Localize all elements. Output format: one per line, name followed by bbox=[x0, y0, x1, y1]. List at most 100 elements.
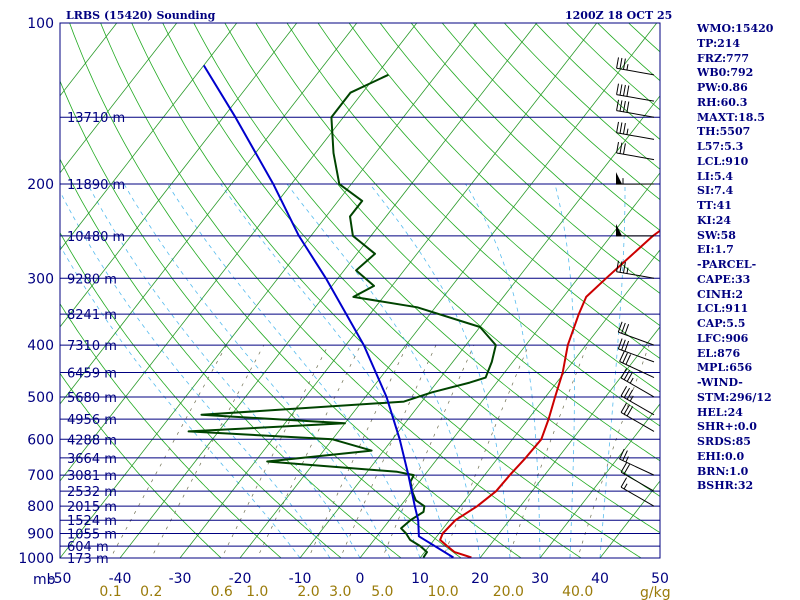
dry-adiabat-line bbox=[60, 231, 342, 558]
dry-adiabat-line bbox=[224, 23, 660, 462]
pressure-tick-label: 800 bbox=[27, 499, 54, 515]
dewpoint-trace bbox=[187, 73, 497, 558]
isotherm-line bbox=[60, 23, 178, 174]
wind-barb-feather bbox=[616, 260, 619, 272]
height-labels: 13710 m 11890 m 10480 m 9280 m 8241 m 7310 m 6… bbox=[67, 111, 125, 567]
wind-barb-feather bbox=[616, 83, 619, 95]
wind-barb-feather bbox=[622, 143, 626, 155]
pressure-tick-label: 400 bbox=[27, 338, 54, 354]
dry-adiabat-line bbox=[410, 23, 660, 263]
wind-barb-feather bbox=[620, 462, 628, 473]
wind-barb-half-feather bbox=[626, 267, 629, 274]
wind-barb-feather bbox=[622, 352, 628, 364]
temperature-tick-label: 10 bbox=[411, 571, 429, 587]
height-label: 13710 m bbox=[67, 111, 125, 126]
mixing-ratio-tick-label: 5.0 bbox=[371, 584, 393, 600]
pressure-tick-label: 700 bbox=[27, 468, 54, 484]
moist-adiabat-line bbox=[167, 183, 421, 558]
index-item: LCL:911 bbox=[697, 302, 749, 316]
wind-barb-feather bbox=[616, 121, 619, 133]
mixing-ratio-line bbox=[339, 344, 437, 558]
wind-barb-pennant bbox=[616, 172, 622, 185]
isotherm-line bbox=[419, 249, 660, 558]
dry-adiabats bbox=[60, 23, 660, 558]
wind-barb-feather bbox=[623, 464, 631, 475]
temperature-tick-label: -40 bbox=[109, 571, 132, 587]
sounding-traces bbox=[187, 64, 660, 558]
moist-adiabat-line bbox=[554, 183, 575, 558]
wind-barb-feather bbox=[624, 340, 630, 352]
wind-barb-feather bbox=[616, 57, 619, 69]
wind-barb bbox=[620, 486, 655, 507]
isotherm-line bbox=[119, 23, 538, 558]
wind-barbs bbox=[615, 57, 655, 507]
chart-datetime: 1200Z 18 OCT 25 bbox=[565, 9, 673, 22]
wind-barb bbox=[616, 67, 655, 76]
temperature-tick-label: 20 bbox=[471, 571, 489, 587]
mixing-ratio-line bbox=[577, 344, 650, 558]
wind-barb-feather bbox=[622, 84, 626, 96]
mixing-ratio-line bbox=[110, 344, 227, 558]
wind-barb bbox=[618, 331, 655, 346]
mixing-ratio-tick-label: 0.1 bbox=[99, 584, 121, 600]
index-item: LCL:910 bbox=[697, 154, 749, 168]
isotherm-line bbox=[60, 23, 358, 405]
height-label: 5680 m bbox=[67, 391, 117, 406]
height-label: 6459 m bbox=[67, 366, 117, 381]
pressure-tick-label: 1000 bbox=[18, 551, 54, 567]
dry-adiabat-line bbox=[60, 302, 282, 558]
moist-adiabat-line bbox=[286, 183, 481, 558]
wind-barb-feather bbox=[626, 389, 634, 400]
mixing-ratio-lines bbox=[110, 344, 650, 558]
moist-adiabat-line bbox=[220, 183, 451, 558]
parcel-trace bbox=[202, 64, 454, 558]
height-label: 11890 m bbox=[67, 178, 125, 193]
wind-barb bbox=[620, 377, 655, 398]
index-item: SI:7.4 bbox=[697, 184, 734, 198]
dry-adiabat-line bbox=[193, 23, 660, 497]
height-label: 4288 m bbox=[67, 433, 117, 448]
wind-barb-feather bbox=[616, 142, 619, 154]
mixing-ratio-tick-label: 0.2 bbox=[140, 584, 162, 600]
height-label: 173 m bbox=[67, 552, 109, 567]
wind-barb bbox=[619, 361, 655, 379]
isotherm-line bbox=[60, 23, 418, 482]
mixing-ratio-unit-label: g/kg bbox=[640, 585, 671, 600]
moist-adiabat-line bbox=[599, 184, 626, 558]
index-item: LI:5.4 bbox=[697, 169, 734, 183]
mixing-ratio-line bbox=[150, 344, 265, 558]
temperature-tick-label: -50 bbox=[49, 571, 72, 587]
index-item: STM:296/12 bbox=[697, 390, 772, 404]
wind-barb-feather bbox=[623, 369, 631, 380]
dry-adiabat-line bbox=[60, 79, 462, 558]
temperature-tick-label: 40 bbox=[591, 571, 609, 587]
dry-adiabat-line bbox=[348, 23, 660, 327]
pressure-tick-label: 100 bbox=[27, 16, 54, 32]
wind-barb-feather bbox=[619, 261, 623, 273]
isotherm-line bbox=[359, 172, 660, 558]
moist-adiabat-line bbox=[369, 183, 511, 558]
wind-barb-feather bbox=[619, 84, 623, 96]
height-label: 1055 m bbox=[67, 528, 117, 543]
wind-barb bbox=[619, 458, 655, 476]
isotherm-line bbox=[539, 403, 660, 558]
wind-barb-feather bbox=[620, 402, 628, 413]
dry-adiabat-line bbox=[379, 23, 660, 294]
temperature-tick-label: 50 bbox=[651, 571, 669, 587]
index-item: CAP:5.5 bbox=[697, 317, 746, 330]
wind-barb-half-feather bbox=[625, 456, 629, 463]
wind-barb-feather bbox=[619, 122, 623, 134]
wind-barb-feather bbox=[626, 101, 630, 113]
wind-barb-feather bbox=[623, 404, 631, 415]
index-item: CAPE:33 bbox=[697, 272, 751, 286]
wind-barb-half-feather bbox=[626, 64, 629, 71]
temperature-tick-label: -20 bbox=[229, 571, 252, 587]
dry-adiabat-line bbox=[317, 23, 660, 359]
height-label: 9280 m bbox=[67, 272, 117, 287]
index-item: CINH:2 bbox=[697, 287, 744, 301]
wind-barb bbox=[616, 132, 655, 140]
dry-adiabat-line bbox=[131, 23, 642, 558]
temperature-tick-label: -30 bbox=[169, 571, 192, 587]
temperature-tick-labels: -50 -40 -30 -20 -10 0 10 20 30 40 50 bbox=[49, 571, 669, 587]
sounding-indices: WMO:15420 TP:214 FRZ:777 WB0:792 PW:0.86 RH:6… bbox=[697, 22, 773, 494]
